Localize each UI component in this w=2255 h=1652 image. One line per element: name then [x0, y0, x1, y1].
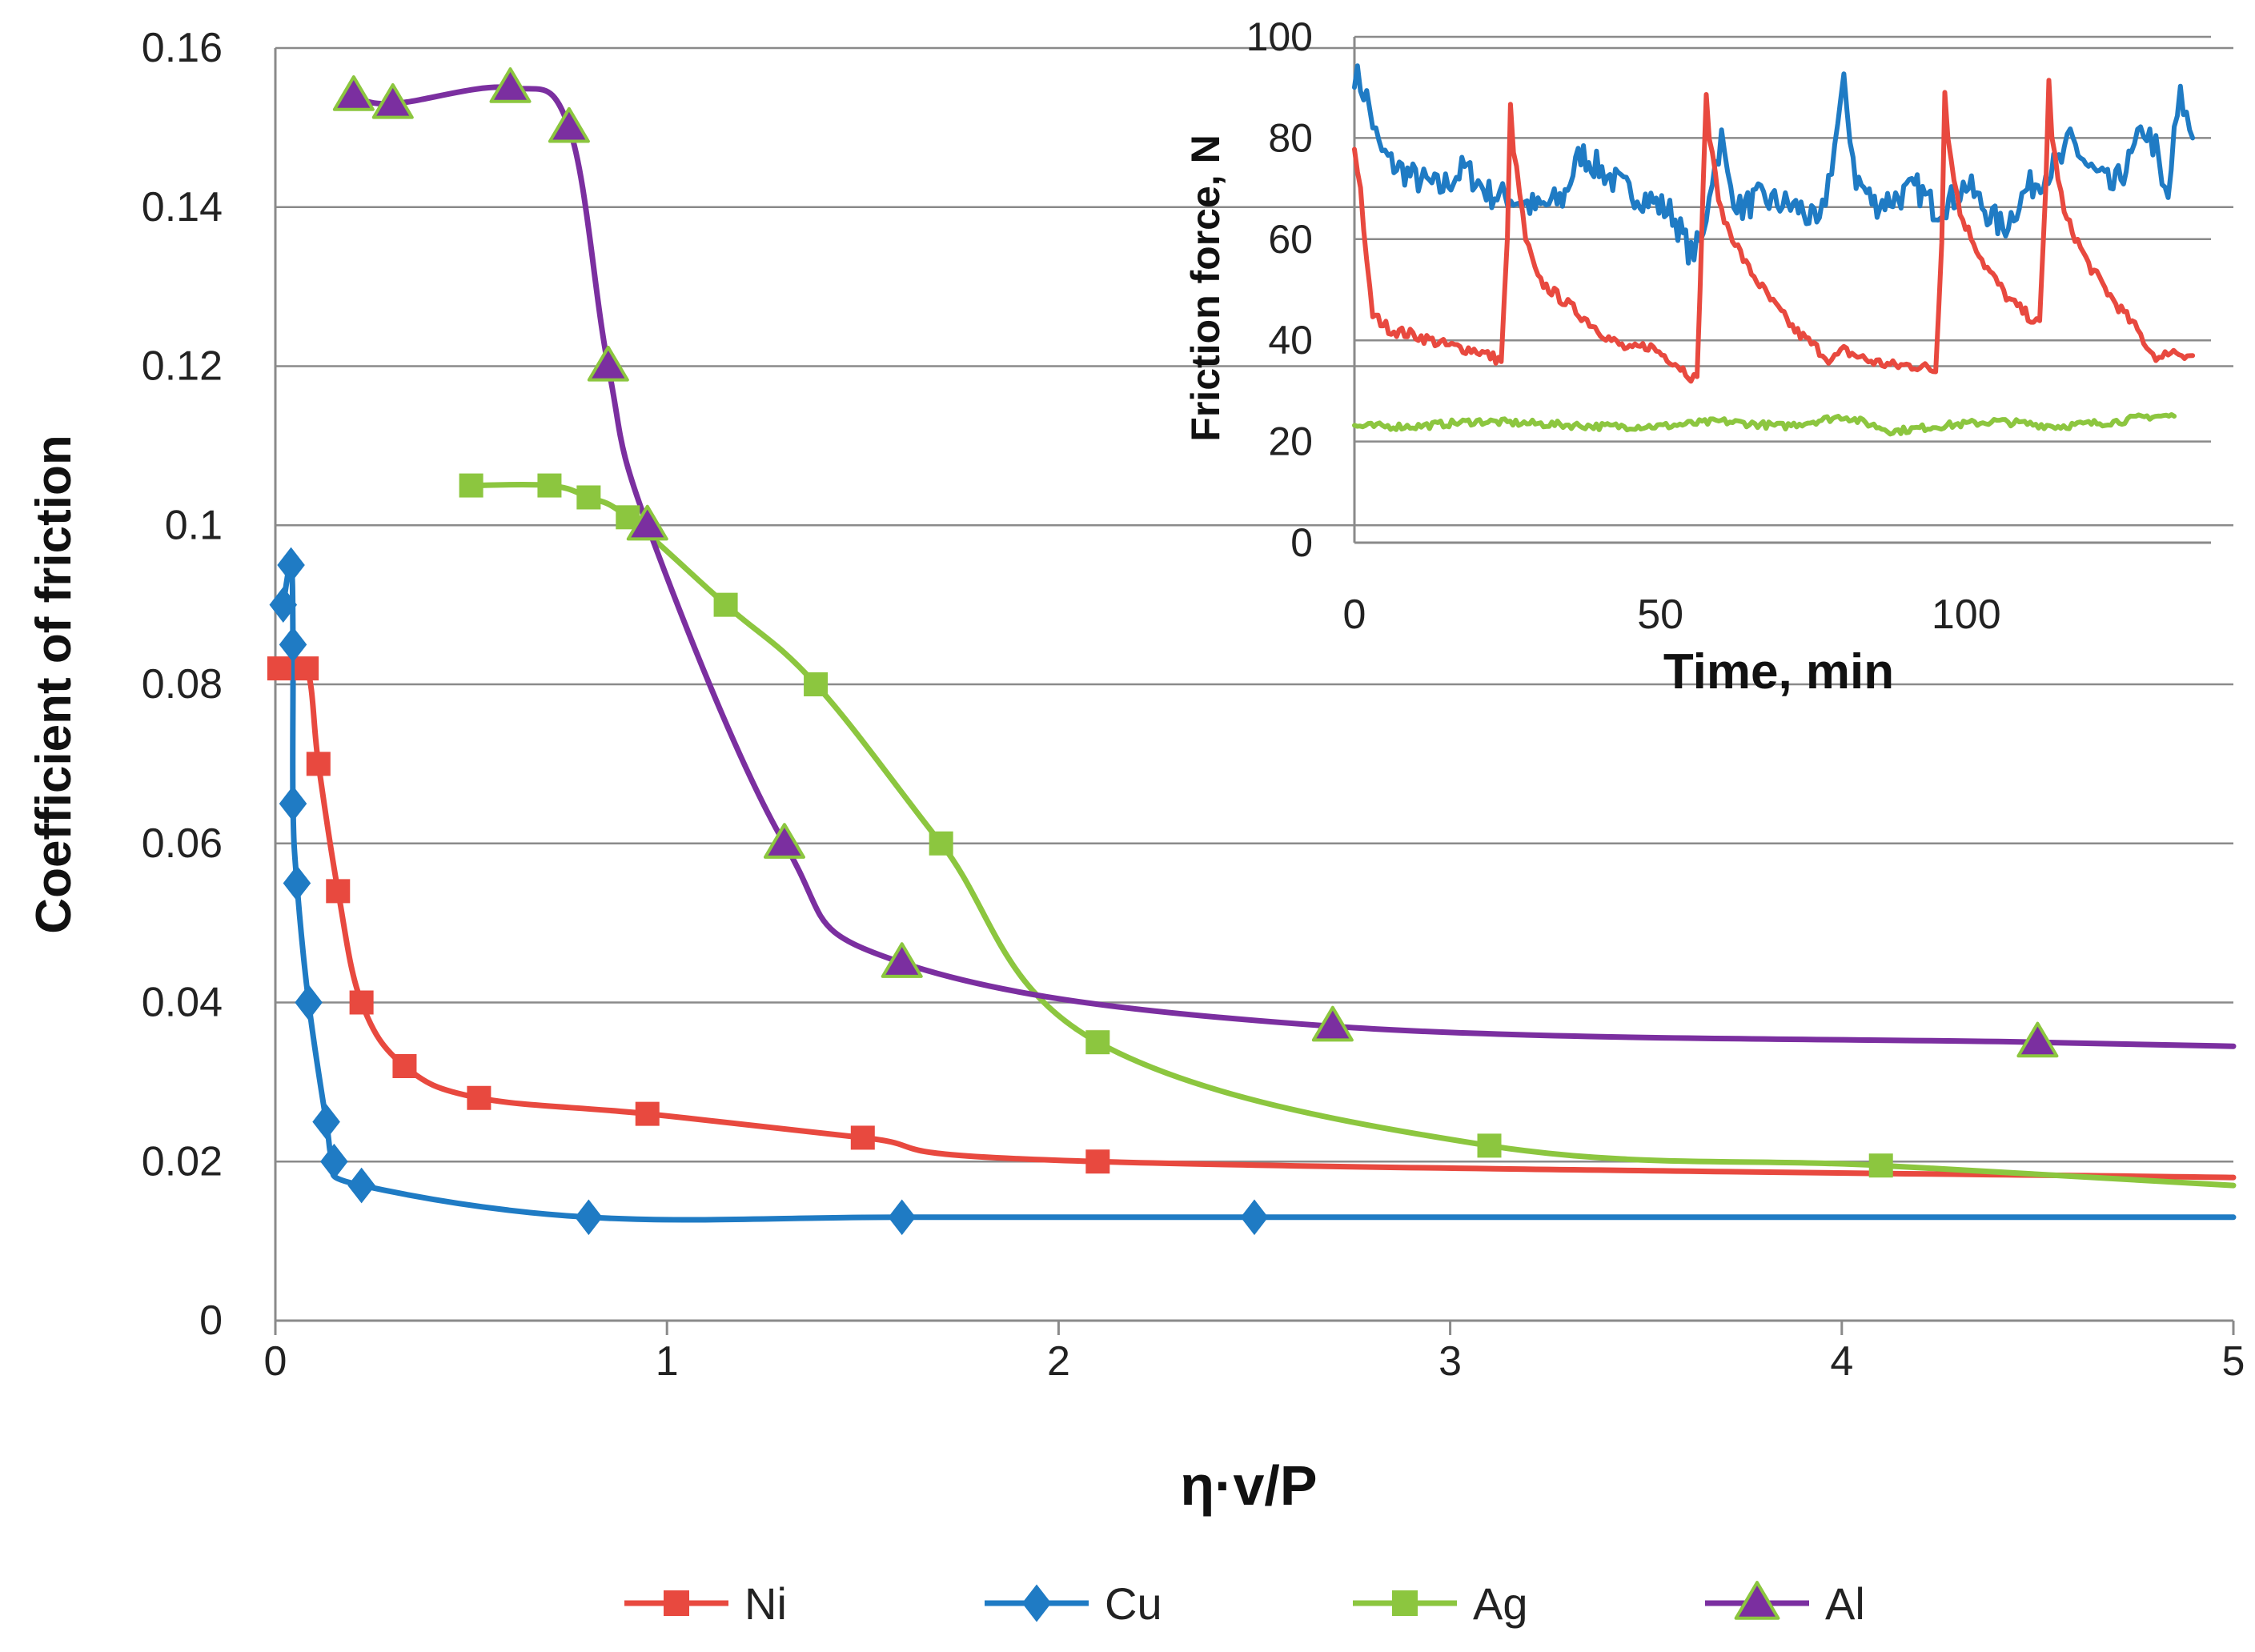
data-point-ag: [804, 672, 829, 696]
data-point-ag: [537, 473, 562, 498]
inset-x-tick-label: 50: [1637, 591, 1683, 638]
data-point-ag: [459, 473, 484, 498]
data-point-ag: [1085, 1030, 1110, 1055]
data-point-cu: [279, 626, 307, 663]
data-point-ni: [295, 656, 319, 681]
data-point-ag: [1477, 1133, 1502, 1158]
inset-y-tick-label: 80: [1268, 115, 1313, 160]
inset-gridlines: [1354, 35, 2211, 443]
main-y-tick-label: 0.06: [142, 820, 223, 867]
main-x-tick-label: 4: [1830, 1338, 1853, 1385]
main-x-tick-label: 5: [2222, 1338, 2245, 1385]
data-point-al: [587, 345, 629, 382]
legend-marker-ag: [1392, 1590, 1418, 1616]
main-y-tick-label: 0.12: [142, 343, 223, 390]
main-y-axis-label: Coefficient of friction: [26, 435, 82, 933]
data-point-ni: [850, 1125, 875, 1150]
main-x-tick-label: 3: [1438, 1338, 1462, 1385]
main-axes: [274, 48, 2233, 1322]
data-point-cu: [283, 865, 311, 901]
inset-x-tick-label: 100: [1932, 591, 2001, 638]
legend-label-ni: Ni: [744, 1578, 787, 1629]
data-point-cu: [269, 587, 298, 623]
inset-x-tick-labels: 0 50 100: [1343, 591, 2001, 638]
data-point-ag: [713, 592, 738, 617]
legend-label-cu: Cu: [1105, 1578, 1162, 1629]
series-line-ni: [276, 658, 2237, 1181]
legend-marker-al: [1734, 1581, 1780, 1620]
main-x-tick-labels: 0 1 2 3 4 5: [264, 1321, 2245, 1385]
main-y-tick-label: 0.02: [142, 1138, 223, 1185]
main-y-tick-label: 0.14: [142, 184, 223, 231]
data-point-ni: [467, 1085, 492, 1110]
inset-trace-cu: [1352, 63, 2196, 266]
data-point-cu: [277, 547, 305, 583]
inset-axes: [1353, 37, 2211, 544]
data-point-al: [371, 83, 414, 119]
data-point-ni: [1085, 1149, 1110, 1174]
series-line-al: [351, 84, 2237, 1049]
main-x-tick-label: 0: [264, 1338, 287, 1385]
data-point-cu: [279, 785, 307, 822]
data-point-cu: [1240, 1199, 1269, 1236]
inset-y-tick-labels: 0 20 40 60 80 100: [1246, 14, 1313, 565]
data-point-al: [626, 504, 668, 541]
series-line-ag: [468, 481, 2237, 1189]
data-point-ag: [1868, 1153, 1893, 1178]
data-point-cu: [347, 1167, 375, 1204]
data-point-ni: [349, 990, 374, 1015]
inset-series-lines: [1352, 63, 2196, 437]
data-point-ni: [392, 1054, 417, 1078]
legend-label-ag: Ag: [1473, 1578, 1528, 1629]
inset-y-tick-label: 40: [1268, 318, 1313, 363]
data-point-ni: [306, 752, 331, 776]
data-point-ni: [267, 656, 291, 681]
inset-y-tick-label: 100: [1246, 14, 1313, 59]
main-y-tick-label: 0: [199, 1297, 223, 1344]
data-point-cu: [888, 1199, 916, 1236]
data-point-ni: [326, 879, 351, 904]
legend-label-al: Al: [1825, 1578, 1865, 1629]
main-y-tick-label: 0.04: [142, 980, 223, 1026]
data-point-al: [1311, 1005, 1354, 1042]
inset-x-axis-label: Time, min: [1663, 644, 1894, 700]
data-point-ag: [576, 485, 601, 510]
main-x-tick-label: 2: [1047, 1338, 1070, 1385]
data-point-al: [763, 823, 805, 859]
main-y-tick-label: 0.08: [142, 661, 223, 708]
inset-x-tick-label: 0: [1343, 591, 1366, 638]
main-y-tick-label: 0.16: [142, 25, 223, 71]
main-y-tick-label: 0.1: [165, 502, 223, 548]
inset-y-tick-label: 60: [1268, 217, 1313, 262]
data-point-cu: [295, 984, 323, 1020]
main-series-markers: [267, 67, 2059, 1236]
main-x-axis-label: η·v/P: [1180, 1454, 1317, 1517]
data-point-al: [489, 67, 532, 103]
data-point-al: [2016, 1021, 2059, 1058]
main-y-tick-labels: 0 0.02 0.04 0.06 0.08 0.1 0.12 0.14 0.16: [142, 25, 223, 1344]
data-point-cu: [320, 1143, 348, 1180]
data-point-ag: [929, 831, 953, 856]
data-point-cu: [575, 1199, 603, 1236]
data-point-cu: [312, 1104, 340, 1140]
data-point-al: [332, 75, 375, 111]
inset-y-tick-label: 20: [1268, 419, 1313, 464]
inset-y-tick-label: 0: [1290, 520, 1313, 565]
legend-marker-ni: [664, 1590, 689, 1616]
data-point-al: [548, 106, 590, 143]
inset-trace-ni: [1352, 78, 2196, 384]
legend: Ni Cu Ag Al: [624, 1578, 1865, 1629]
inset-trace-ag: [1352, 412, 2177, 437]
main-x-tick-label: 1: [656, 1338, 679, 1385]
legend-marker-cu: [1021, 1584, 1052, 1622]
data-point-ni: [635, 1101, 660, 1126]
data-point-al: [881, 942, 923, 978]
inset-y-axis-label: Friction force, N: [1183, 134, 1228, 441]
